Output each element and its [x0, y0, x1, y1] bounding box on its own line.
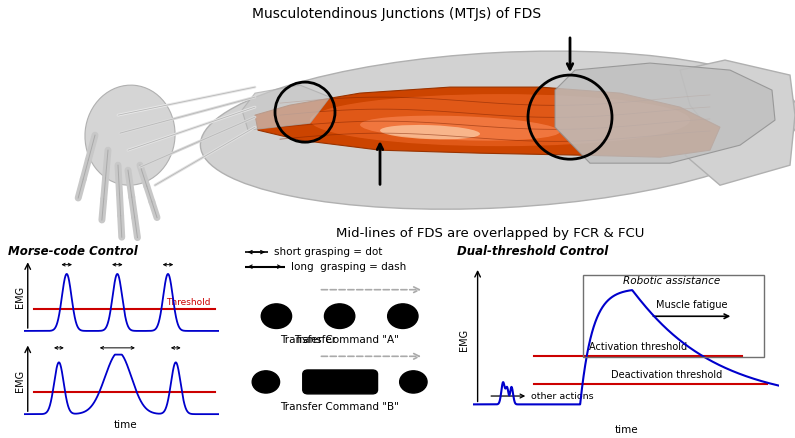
Circle shape [324, 304, 355, 328]
Text: Transfer Command "B": Transfer Command "B" [280, 402, 399, 412]
Ellipse shape [380, 125, 480, 139]
FancyBboxPatch shape [303, 370, 378, 394]
Polygon shape [555, 63, 775, 163]
Circle shape [388, 304, 418, 328]
Polygon shape [242, 85, 330, 130]
Circle shape [252, 371, 280, 393]
Text: Activation threshold: Activation threshold [589, 343, 688, 353]
Text: Dual-threshold Control: Dual-threshold Control [457, 245, 608, 258]
Ellipse shape [360, 116, 560, 141]
Text: Deactivation threshold: Deactivation threshold [611, 370, 722, 380]
Text: time: time [615, 425, 638, 435]
Circle shape [262, 304, 292, 328]
Text: long  grasping = dash: long grasping = dash [291, 261, 406, 272]
Text: time: time [114, 420, 137, 431]
Text: Morse-code Control: Morse-code Control [8, 245, 138, 258]
Text: Robotic assistance: Robotic assistance [623, 276, 720, 286]
Ellipse shape [85, 85, 175, 185]
Text: other actions: other actions [531, 392, 594, 400]
Text: Threshold: Threshold [166, 298, 211, 307]
Bar [584, 276, 764, 357]
Ellipse shape [200, 51, 795, 209]
Text: short grasping = dot: short grasping = dot [274, 247, 382, 257]
Polygon shape [255, 87, 720, 157]
Text: EMG: EMG [15, 369, 25, 392]
Text: Mid-lines of FDS are overlapped by FCR & FCU: Mid-lines of FDS are overlapped by FCR &… [335, 227, 644, 240]
Text: Muscle fatigue: Muscle fatigue [656, 300, 727, 310]
Text: EMG: EMG [15, 286, 25, 308]
Circle shape [400, 371, 427, 393]
Ellipse shape [310, 94, 690, 146]
Text: Musculotendinous Junctions (MTJs) of FDS: Musculotendinous Junctions (MTJs) of FDS [253, 7, 541, 21]
Text: EMG: EMG [459, 328, 469, 350]
Text: Transfer Command "A": Transfer Command "A" [280, 335, 399, 345]
Text: Transfer: Transfer [294, 335, 339, 345]
Polygon shape [680, 60, 795, 185]
